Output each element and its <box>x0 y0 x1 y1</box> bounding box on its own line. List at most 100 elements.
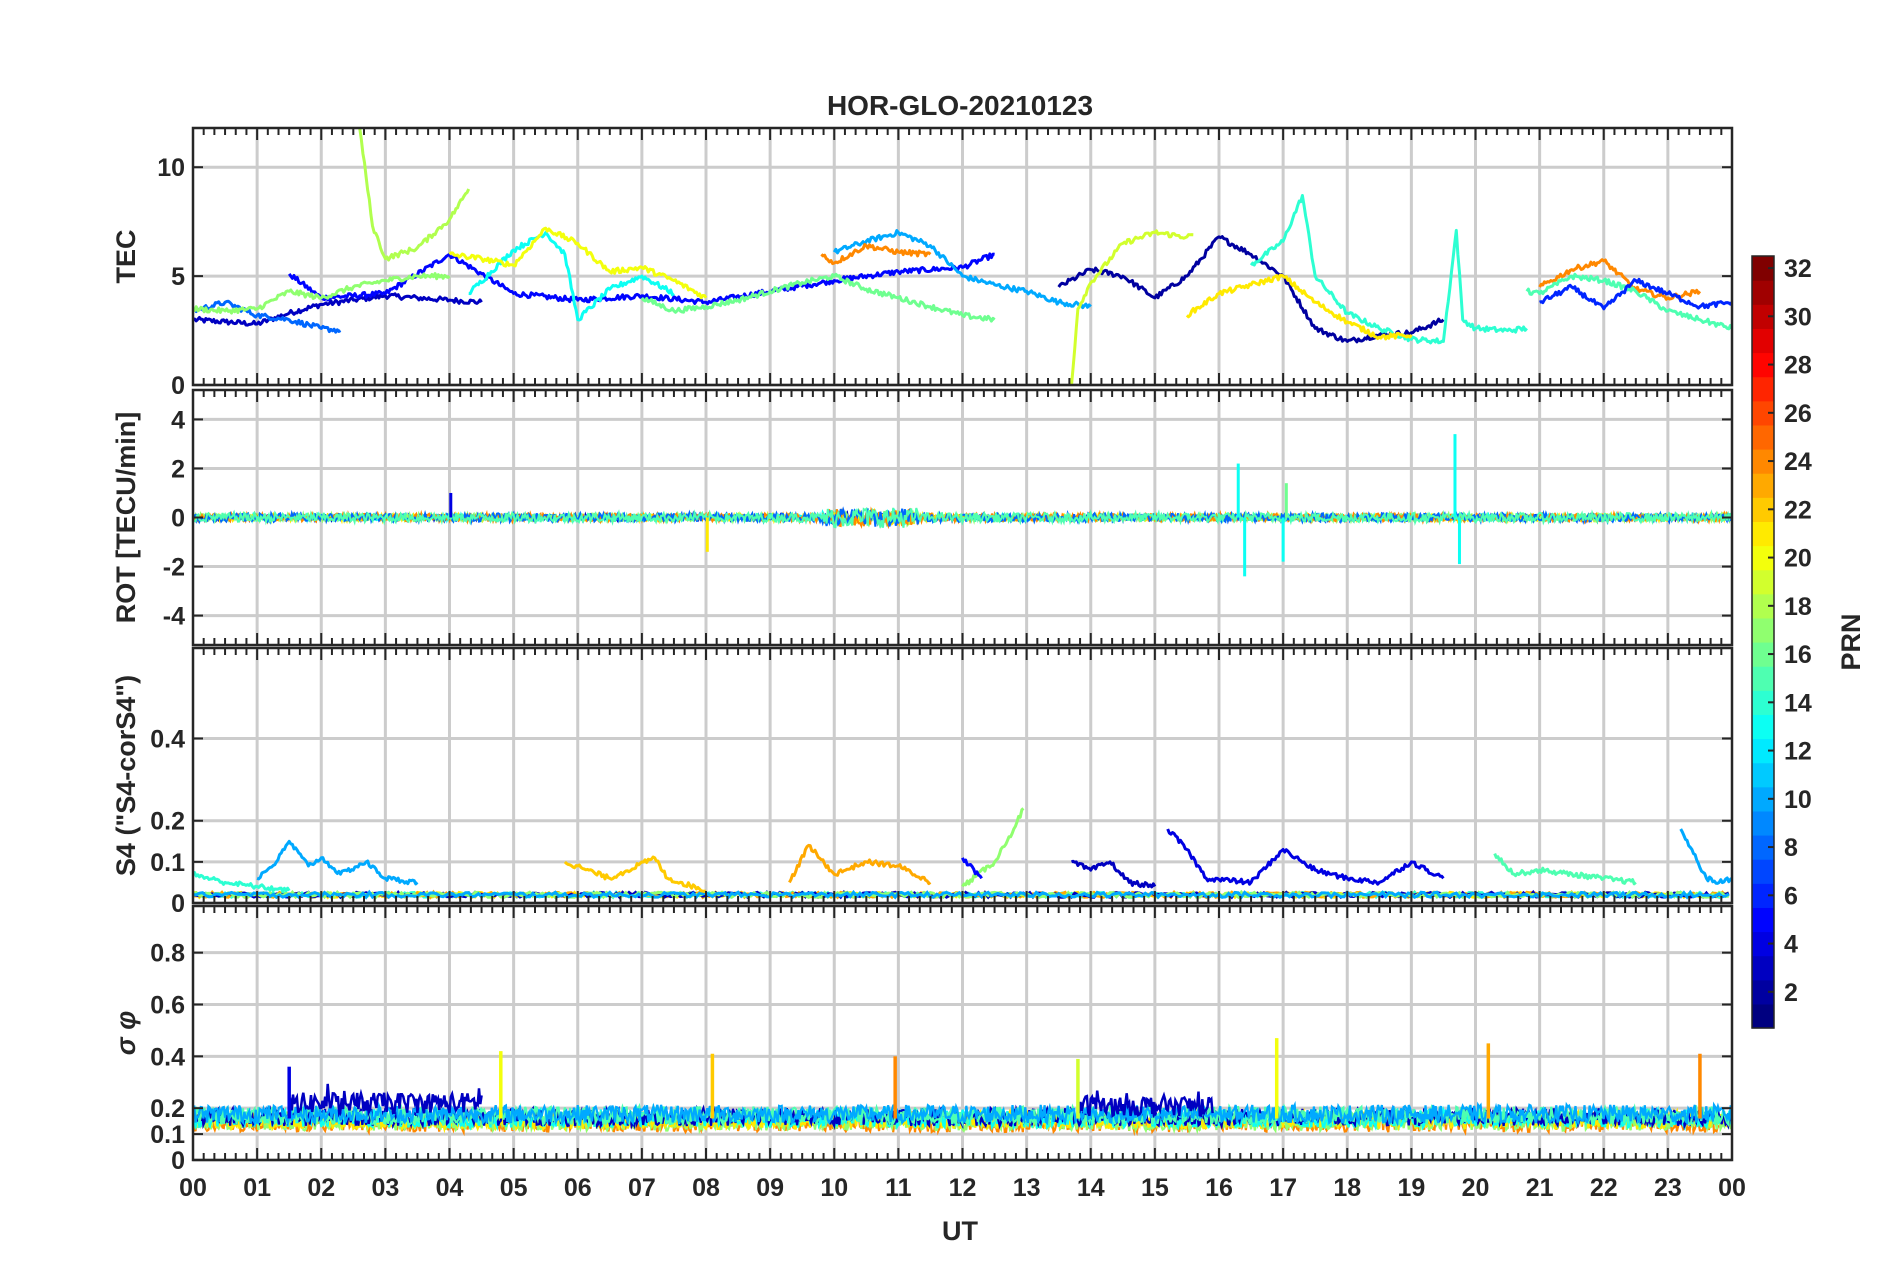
colorbar-segment <box>1752 738 1774 764</box>
x-tick-label: 03 <box>371 1174 399 1202</box>
colorbar-segment <box>1752 810 1774 836</box>
y-tick-label: 5 <box>171 263 185 291</box>
x-tick-label: 00 <box>1718 1174 1746 1202</box>
y-tick-label: 0 <box>171 1147 185 1175</box>
colorbar-segment <box>1752 762 1774 788</box>
series-prn-20 <box>448 226 708 300</box>
series-prn-2 <box>1057 235 1445 344</box>
panel-tec: 0 5 10 TEC <box>111 126 1734 400</box>
x-tick-label: 22 <box>1590 1174 1618 1202</box>
x-tick-label: 04 <box>436 1174 464 1202</box>
series-prn-24 <box>820 243 932 266</box>
colorbar-tick-label: 2 <box>1784 979 1798 1007</box>
ticks-tec: 0 5 10 <box>157 128 1733 400</box>
y-axis-label-rot: ROT [TECU/min] <box>111 412 141 623</box>
colorbar-segment <box>1752 593 1774 619</box>
colorbar-segment <box>1752 642 1774 667</box>
colorbar-tick-label: 4 <box>1784 931 1798 959</box>
sigma-trace-prn-13 <box>193 1105 1732 1132</box>
colorbar-segment <box>1752 617 1774 643</box>
series-prn-8 <box>193 299 342 334</box>
series-prn-13 <box>468 231 675 322</box>
x-tick-label: 08 <box>692 1174 720 1202</box>
colorbar-tick-label: 14 <box>1784 689 1812 717</box>
x-tick-label: 05 <box>500 1174 528 1202</box>
colorbar-segment <box>1752 545 1774 571</box>
colorbar-segment <box>1752 376 1774 402</box>
x-axis: 00 01 02 03 04 05 06 07 08 09 10 11 12 13 14 15 16 17 18 19… <box>179 1174 1746 1202</box>
y-tick-label: 0.1 <box>150 849 185 877</box>
y-tick-label: 0.2 <box>150 808 185 836</box>
series-rot <box>193 434 1732 577</box>
series-prn-23 <box>788 843 932 886</box>
colorbar-tick-label: 32 <box>1784 255 1812 283</box>
x-tick-label: 14 <box>1077 1174 1105 1202</box>
x-tick-label: 23 <box>1654 1174 1682 1202</box>
colorbar-tick-label: 26 <box>1784 400 1812 428</box>
colorbar-segment <box>1752 256 1774 281</box>
colorbar-segment <box>1752 666 1774 691</box>
y-tick-label: 10 <box>157 154 185 182</box>
y-tick-label: 0 <box>171 372 185 400</box>
y-tick-label: 0.8 <box>150 940 185 968</box>
colorbar-segment <box>1752 497 1774 522</box>
colorbar-segment <box>1752 859 1774 884</box>
x-tick-label: 21 <box>1526 1174 1554 1202</box>
colorbar-tick-label: 20 <box>1784 545 1812 573</box>
series-prn-17 <box>961 807 1025 888</box>
colorbar-tick-label: 22 <box>1784 496 1812 524</box>
series-sigma <box>193 1038 1732 1137</box>
ticks-sigma: 00.10.2 0.4 0.6 0.8 <box>150 906 1733 1175</box>
series-prn-17 <box>193 272 451 315</box>
series-prn-3 <box>193 292 483 327</box>
y-tick-label: 0 <box>171 890 185 918</box>
colorbar-segment <box>1752 449 1774 474</box>
x-tick-label: 17 <box>1269 1174 1297 1202</box>
series-tec <box>193 128 1732 385</box>
colorbar-segment <box>1752 280 1774 305</box>
series-prn-19 <box>1070 229 1194 385</box>
colorbar-segment <box>1752 931 1774 957</box>
x-tick-label: 06 <box>564 1174 592 1202</box>
colorbar-tick-label: 12 <box>1784 738 1812 766</box>
y-tick-label: -4 <box>163 603 185 631</box>
colorbar-tick-label: 10 <box>1784 786 1812 814</box>
colorbar-segment <box>1752 690 1774 715</box>
colorbar-tick-label: 18 <box>1784 593 1812 621</box>
series-prn-10 <box>256 839 419 886</box>
y-axis-label-s4: S4 ("S4-corS4") <box>111 675 141 876</box>
x-tick-label: 13 <box>1013 1174 1041 1202</box>
series-prn-21 <box>1185 273 1413 341</box>
colorbar-segment <box>1752 883 1774 908</box>
panel-s4: 0 0.1 0.2 0.4 S4 ("S4-corS4") <box>111 646 1734 918</box>
x-tick-label: 09 <box>756 1174 784 1202</box>
x-tick-label: 11 <box>885 1174 912 1202</box>
x-tick-label: 15 <box>1141 1174 1169 1202</box>
sigma-band-prn-3 <box>288 1083 483 1118</box>
colorbar-tick-label: 24 <box>1784 448 1812 476</box>
y-tick-label: 0.2 <box>150 1095 185 1123</box>
x-tick-label: 12 <box>949 1174 977 1202</box>
colorbar-tick-label: 6 <box>1784 882 1798 910</box>
colorbar-segment <box>1752 473 1774 498</box>
colorbar-tick-label: 8 <box>1784 834 1798 862</box>
colorbar-segment <box>1752 400 1774 426</box>
colorbar-segment <box>1752 328 1774 354</box>
gridlines-tec <box>193 128 1732 387</box>
x-tick-label: 02 <box>307 1174 335 1202</box>
ticks-rot: -4 -2 0 2 4 <box>163 390 1733 645</box>
gridlines-s4 <box>193 648 1732 905</box>
colorbar-segment <box>1752 424 1774 450</box>
colorbar-segment <box>1752 352 1774 378</box>
panel-rot: -4 -2 0 2 4 ROT [TECU/min] <box>111 388 1734 647</box>
x-tick-label: 20 <box>1462 1174 1490 1202</box>
series-prn-14 <box>193 871 291 894</box>
series-prn-16 <box>640 272 996 323</box>
series-prn-14 <box>1249 194 1528 345</box>
colorbar-segment <box>1752 714 1774 740</box>
sigma-band-prn-3 <box>1076 1090 1214 1118</box>
series-prn-15 <box>1493 853 1637 886</box>
colorbar-segment <box>1752 304 1774 329</box>
